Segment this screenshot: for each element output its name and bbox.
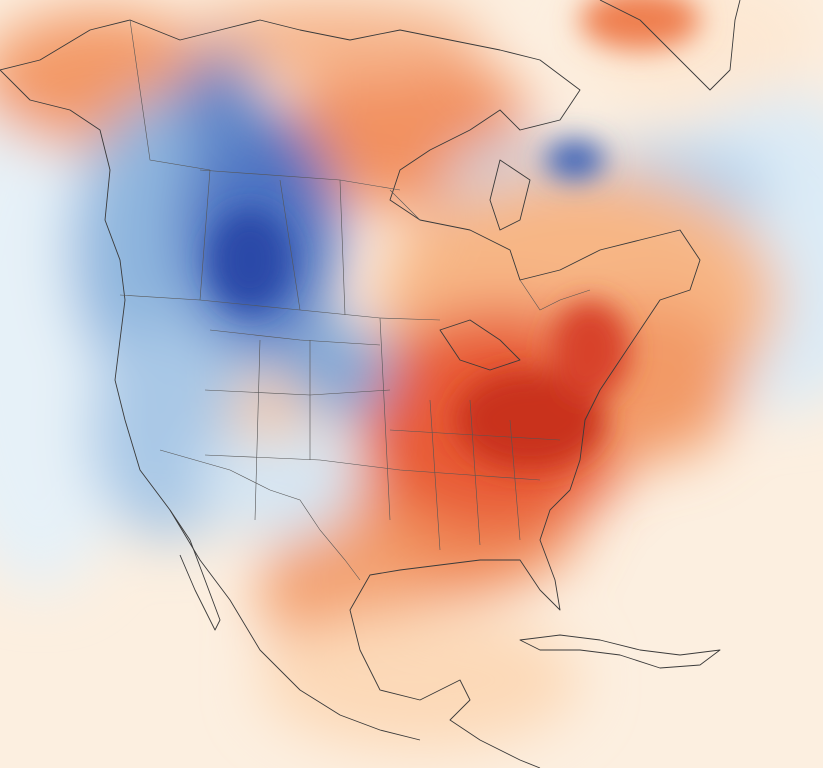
island: [489, 159, 531, 231]
borders: [119, 19, 591, 581]
coastline: [169, 509, 221, 631]
border: [519, 279, 591, 311]
coastline: [0, 19, 701, 768]
coastline: [599, 0, 741, 91]
lake: [439, 319, 521, 371]
island: [519, 634, 721, 669]
border: [159, 449, 361, 581]
border: [204, 317, 561, 551]
border: [129, 19, 421, 316]
coastlines: [0, 0, 741, 768]
coastline: [0, 69, 421, 741]
